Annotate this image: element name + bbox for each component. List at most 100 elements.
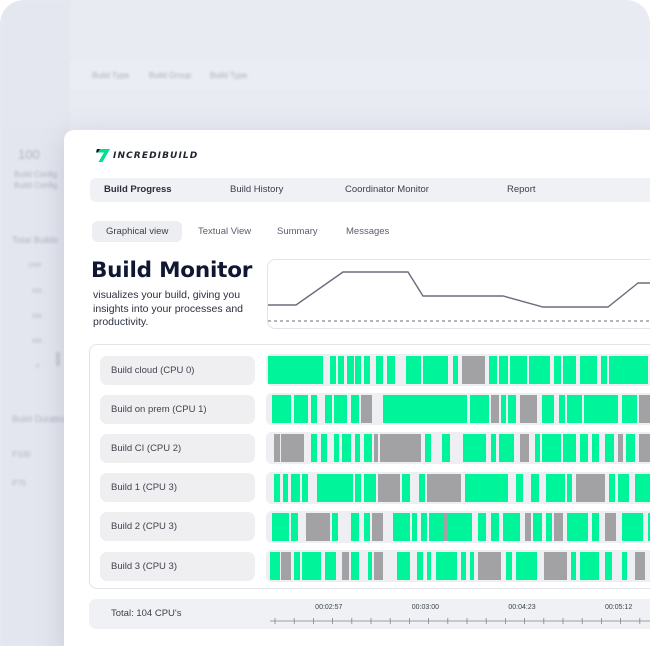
task-bar-active[interactable]	[617, 473, 629, 502]
task-bar-active[interactable]	[465, 473, 508, 502]
task-bar-active[interactable]	[545, 473, 565, 502]
task-bar-active[interactable]	[528, 356, 551, 384]
task-bar-active[interactable]	[427, 552, 432, 580]
task-bar-idle[interactable]	[280, 552, 292, 580]
task-bar-idle[interactable]	[306, 512, 330, 541]
task-bar-active[interactable]	[499, 434, 515, 463]
task-bar-active[interactable]	[416, 552, 423, 580]
task-bar-active[interactable]	[579, 434, 589, 463]
task-bar-active[interactable]	[386, 356, 396, 384]
task-bar-active[interactable]	[293, 395, 309, 424]
view-tab-textual[interactable]: Textual View	[198, 226, 252, 237]
task-bar-active[interactable]	[422, 356, 449, 384]
nav-tab-coordinator-monitor[interactable]: Coordinator Monitor	[345, 184, 429, 195]
task-bar-active[interactable]	[274, 473, 280, 502]
task-bar-active[interactable]	[490, 512, 500, 541]
task-bar-idle[interactable]	[575, 473, 606, 502]
task-bar-active[interactable]	[414, 356, 421, 384]
task-bar-active[interactable]	[605, 552, 612, 580]
task-bar-active[interactable]	[393, 512, 411, 541]
task-bar-active[interactable]	[401, 473, 411, 502]
task-bar-active[interactable]	[355, 356, 362, 384]
task-bar-active[interactable]	[435, 552, 457, 580]
task-bar-active[interactable]	[605, 434, 614, 463]
process-label[interactable]: Build 1 (CPU 3)	[100, 473, 255, 503]
task-bar-active[interactable]	[622, 512, 644, 541]
task-bar-active[interactable]	[541, 395, 555, 424]
task-bar-active[interactable]	[461, 552, 467, 580]
task-bar-active[interactable]	[293, 552, 300, 580]
task-bar-active[interactable]	[333, 395, 347, 424]
task-bar-idle[interactable]	[427, 473, 462, 502]
task-bar-idle[interactable]	[554, 512, 563, 541]
task-bar-active[interactable]	[425, 434, 432, 463]
task-bar-active[interactable]	[647, 512, 650, 541]
task-bar-active[interactable]	[592, 512, 599, 541]
task-bar-active[interactable]	[321, 434, 328, 463]
task-bar-active[interactable]	[268, 356, 324, 384]
task-bar-active[interactable]	[533, 512, 542, 541]
task-bar-idle[interactable]	[374, 552, 383, 580]
task-bar-active[interactable]	[272, 512, 290, 541]
task-bar-idle[interactable]	[342, 552, 349, 580]
task-bar-active[interactable]	[397, 552, 411, 580]
task-bar-active[interactable]	[567, 512, 589, 541]
view-tab-graphical[interactable]: Graphical view	[92, 221, 183, 242]
task-bar-active[interactable]	[355, 434, 361, 463]
task-bar-active[interactable]	[350, 512, 360, 541]
task-bar-active[interactable]	[609, 473, 615, 502]
task-bar-idle[interactable]	[444, 512, 449, 541]
task-bar-active[interactable]	[291, 473, 300, 502]
task-bar-active[interactable]	[429, 395, 434, 424]
task-bar-active[interactable]	[272, 395, 292, 424]
task-bar-idle[interactable]	[374, 434, 379, 463]
task-bar-idle[interactable]	[617, 434, 623, 463]
task-bar-idle[interactable]	[274, 434, 280, 463]
view-tab-summary[interactable]: Summary	[277, 226, 318, 237]
task-bar-active[interactable]	[567, 473, 573, 502]
task-bar-active[interactable]	[541, 434, 561, 463]
task-bar-active[interactable]	[490, 434, 496, 463]
task-bar-active[interactable]	[325, 395, 332, 424]
task-bar-idle[interactable]	[280, 434, 305, 463]
task-bar-active[interactable]	[412, 512, 418, 541]
task-bar-active[interactable]	[367, 552, 372, 580]
process-label[interactable]: Build 3 (CPU 3)	[100, 551, 255, 581]
task-bar-active[interactable]	[579, 356, 597, 384]
task-bar-active[interactable]	[429, 512, 472, 541]
task-bar-idle[interactable]	[520, 434, 529, 463]
task-bar-active[interactable]	[463, 434, 487, 463]
task-bar-active[interactable]	[325, 552, 336, 580]
process-label[interactable]: Build on prem (CPU 1)	[100, 394, 255, 424]
task-bar-active[interactable]	[535, 434, 541, 463]
nav-tab-report[interactable]: Report	[507, 184, 536, 195]
task-bar-active[interactable]	[418, 473, 425, 502]
task-bar-active[interactable]	[558, 395, 565, 424]
task-bar-active[interactable]	[291, 512, 298, 541]
task-bar-active[interactable]	[437, 356, 442, 384]
task-bar-idle[interactable]	[380, 434, 421, 463]
nav-tab-build-history[interactable]: Build History	[230, 184, 284, 195]
task-bar-active[interactable]	[302, 473, 309, 502]
task-bar-idle[interactable]	[543, 552, 568, 580]
task-bar-active[interactable]	[469, 395, 489, 424]
view-tab-messages[interactable]: Messages	[346, 226, 390, 237]
task-bar-active[interactable]	[333, 434, 339, 463]
task-bar-active[interactable]	[622, 395, 637, 424]
task-bar-active[interactable]	[554, 356, 561, 384]
task-bar-active[interactable]	[329, 356, 336, 384]
task-bar-active[interactable]	[342, 434, 351, 463]
task-bar-active[interactable]	[600, 356, 608, 384]
task-bar-idle[interactable]	[372, 512, 383, 541]
task-bar-active[interactable]	[316, 473, 353, 502]
task-bar-active[interactable]	[567, 395, 582, 424]
task-bar-idle[interactable]	[461, 356, 486, 384]
task-bar-active[interactable]	[505, 552, 512, 580]
task-bar-active[interactable]	[405, 356, 415, 384]
task-bar-active[interactable]	[501, 395, 507, 424]
task-bar-active[interactable]	[270, 552, 280, 580]
task-bar-active[interactable]	[452, 356, 458, 384]
task-bar-active[interactable]	[338, 356, 345, 384]
process-label[interactable]: Build cloud (CPU 0)	[100, 355, 255, 385]
task-bar-active[interactable]	[282, 473, 289, 502]
